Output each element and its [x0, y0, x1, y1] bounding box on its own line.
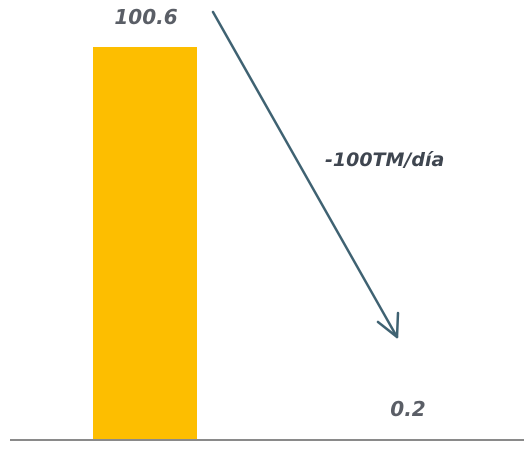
- bars-group: [93, 47, 460, 440]
- arrow-head: [376, 311, 400, 339]
- bar-value-label-1: 100.6: [114, 5, 177, 29]
- arrow-shaft: [211, 10, 399, 339]
- rate-annotation: -100TM/día: [325, 149, 444, 171]
- bar-value-label-2: 0.2: [390, 397, 425, 421]
- decrease-arrow: [211, 10, 400, 339]
- bar-1: [93, 47, 197, 440]
